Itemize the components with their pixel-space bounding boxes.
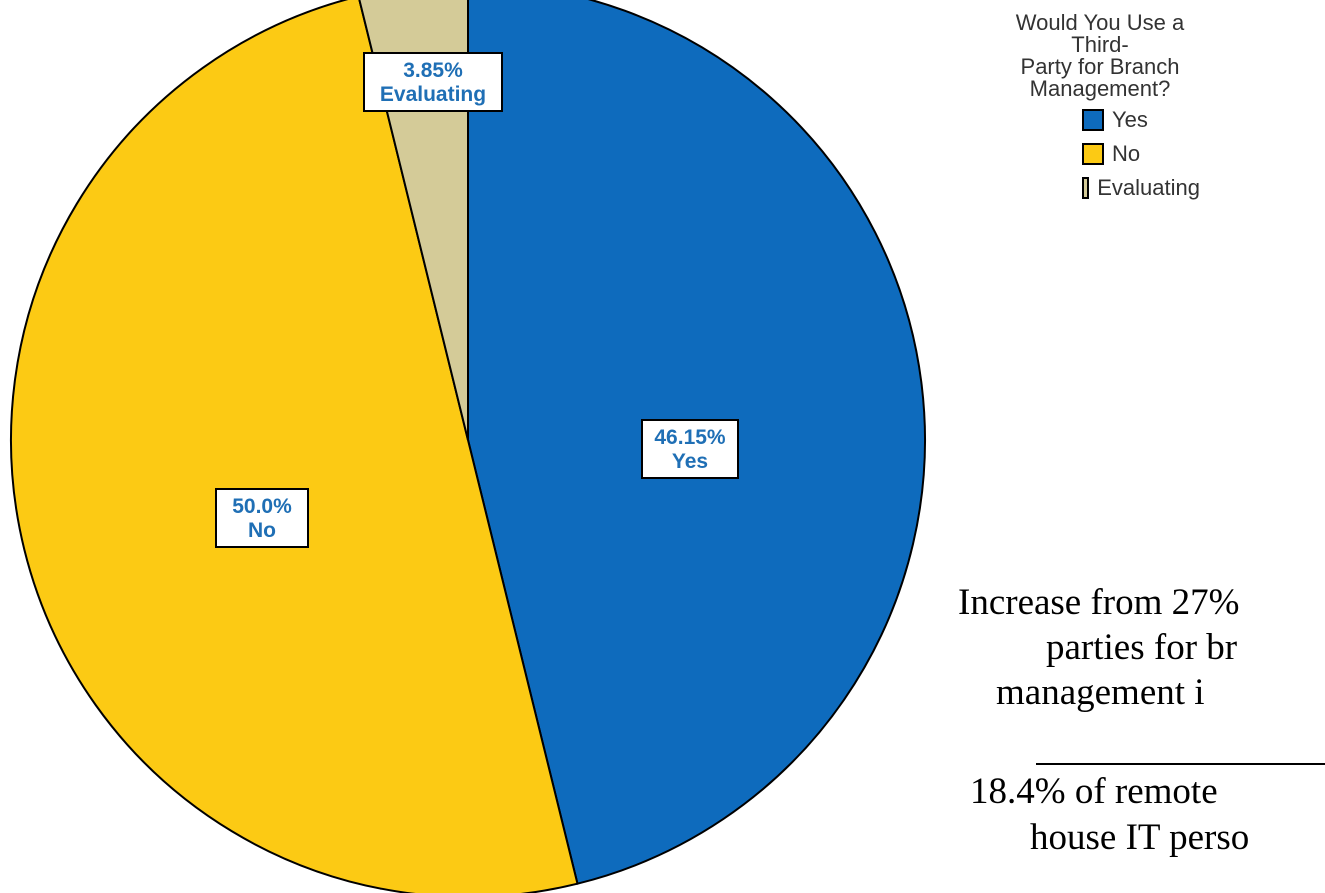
legend-label-yes: Yes: [1112, 107, 1148, 132]
legend-item-evaluating: Evaluating: [1082, 174, 1200, 202]
data-label-yes: 46.15%Yes: [641, 419, 739, 479]
legend-title-line: Party for Branch: [1020, 54, 1180, 79]
side-text-line: parties for br: [1046, 627, 1238, 668]
side-text-block: Increase from 27% parties for br managem…: [958, 580, 1325, 860]
data-label-category: Yes: [672, 450, 708, 473]
legend-label-evaluating: Evaluating: [1097, 175, 1200, 200]
legend-swatch-no: [1082, 143, 1104, 165]
legend-item-yes: Yes: [1082, 106, 1200, 134]
side-text-line: 18.4% of remote: [970, 771, 1218, 812]
data-label-category: No: [248, 519, 276, 542]
legend-swatch-evaluating: [1082, 177, 1090, 199]
side-text-line: Increase from 27%: [958, 582, 1240, 623]
data-label-evaluating: 3.85%Evaluating: [363, 52, 503, 112]
chart-legend: Would You Use a Third- Party for Branch …: [1000, 12, 1200, 202]
data-label-percent: 50.0%: [232, 495, 292, 518]
legend-swatch-yes: [1082, 109, 1104, 131]
pie-slice-no: [10, 0, 579, 893]
data-label-percent: 46.15%: [654, 426, 726, 449]
side-text-line: house IT perso: [1030, 817, 1250, 858]
data-label-no: 50.0%No: [215, 488, 309, 548]
legend-label-no: No: [1112, 141, 1141, 166]
legend-title: Would You Use a Third- Party for Branch …: [1000, 12, 1200, 100]
side-text-line: management i: [996, 672, 1205, 713]
legend-title-line: Management?: [1029, 76, 1171, 101]
data-label-percent: 3.85%: [403, 59, 463, 82]
legend-title-line: Would You Use a Third-: [1015, 10, 1185, 57]
side-divider: [1036, 763, 1325, 765]
legend-item-no: No: [1082, 140, 1200, 168]
pie-chart: 46.15%Yes 50.0%No 3.85%Evaluating: [10, 0, 926, 893]
data-label-category: Evaluating: [380, 83, 486, 106]
